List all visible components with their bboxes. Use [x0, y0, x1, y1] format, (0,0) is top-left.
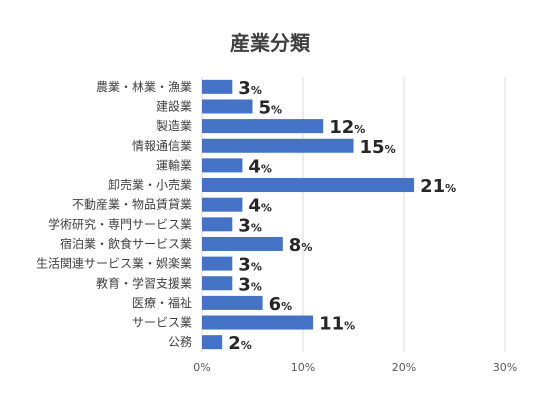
x-tick-label: 20%	[392, 361, 416, 374]
category-label: 学術研究・専門サービス業	[48, 216, 192, 231]
category-label: 公務	[168, 335, 192, 349]
category-label: 宿泊業・飲食サービス業	[60, 236, 192, 251]
data-label: 3%	[238, 274, 262, 295]
category-label: 卸売業・小売業	[108, 177, 192, 192]
bar	[202, 295, 263, 310]
bar	[202, 178, 415, 193]
bar	[202, 335, 223, 350]
bar	[202, 217, 233, 232]
data-label: 2%	[228, 333, 252, 354]
data-label: 15%	[360, 137, 396, 158]
bar	[202, 315, 314, 330]
category-label: 教育・学習支援業	[96, 275, 192, 290]
data-label: 21%	[420, 176, 456, 197]
category-label: 医療・福祉	[132, 295, 192, 310]
data-label: 3%	[238, 215, 262, 236]
data-label: 3%	[238, 78, 262, 99]
bar	[202, 197, 243, 212]
category-label: サービス業	[132, 316, 192, 330]
x-tick-label: 0%	[193, 361, 210, 374]
category-label: 農業・林業・漁業	[96, 80, 192, 94]
bar	[202, 276, 233, 291]
category-label: 不動産業・物品賃貸業	[72, 197, 192, 212]
data-label: 6%	[269, 294, 293, 315]
data-label: 8%	[289, 235, 313, 256]
x-tick-label: 30%	[493, 361, 517, 374]
data-label: 4%	[248, 156, 272, 177]
bar	[202, 79, 233, 94]
data-label: 12%	[329, 117, 365, 138]
bar	[202, 236, 283, 251]
data-label: 4%	[248, 196, 272, 217]
bars	[202, 79, 415, 350]
bar	[202, 119, 324, 134]
bar	[202, 138, 354, 153]
data-label: 5%	[259, 97, 283, 118]
data-label: 3%	[238, 255, 262, 276]
category-label: 建設業	[156, 98, 192, 113]
data-label: 11%	[319, 314, 355, 335]
bar	[202, 99, 253, 114]
bar	[202, 256, 233, 271]
bar	[202, 158, 243, 173]
category-label: 情報通信業	[132, 139, 192, 153]
x-tick-label: 10%	[291, 361, 315, 374]
category-label: 運輸業	[156, 157, 192, 172]
chart-title: 産業分類	[230, 31, 311, 55]
labels: 0% 10% 20% 30% 農業・林業・漁業 3% 建設業 5% 製造業 12% 情報通信業 15%…	[36, 78, 517, 374]
category-label: 製造業	[156, 119, 192, 133]
category-label: 生活関連サービス業・娯楽業	[36, 257, 192, 271]
